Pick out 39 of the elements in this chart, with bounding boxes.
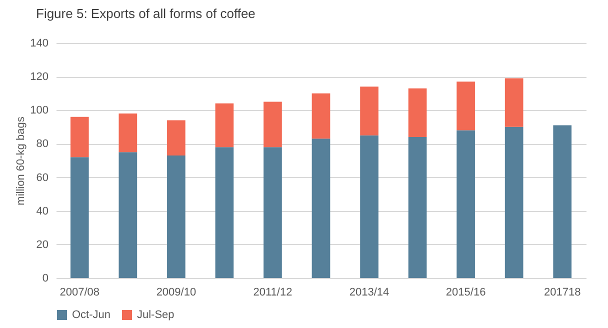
bar [408,88,427,137]
bar [312,138,330,278]
bar [264,147,282,278]
x-tick-label: 2007/08 [60,286,100,298]
bar [215,147,234,278]
bar [264,102,282,148]
x-tick-label: 2013/14 [349,286,390,298]
x-tick-label: 201718 [544,286,581,298]
bar [118,114,138,152]
y-axis-title: million 60-kg bags [15,116,28,206]
bar [456,130,475,278]
y-tick-label: 80 [36,138,48,150]
legend-label: Jul-Sep [137,309,174,321]
y-tick-label: 120 [30,71,48,84]
y-tick-label: 100 [30,104,48,117]
y-tick-label: 20 [36,238,48,251]
legend-label: Oct-Jun [72,309,111,321]
bar [167,155,186,278]
x-tick-label: 2009/10 [156,286,196,298]
y-tick-label: 140 [30,38,48,50]
x-tick-label: 2015/16 [446,286,486,298]
bar [456,82,475,130]
y-tick-label: 0 [42,272,48,284]
y-tick-label: 40 [36,205,48,218]
bar [408,137,427,278]
bar [504,78,524,127]
bar [118,152,138,278]
bar [312,93,330,139]
bar [70,116,89,158]
x-tick-label: 2011/12 [253,286,292,298]
chart-title: Figure 5: Exports of all forms of coffee [36,6,256,21]
bar [215,103,234,148]
bar [360,135,378,278]
y-tick-label: 60 [36,172,48,184]
bar [360,86,378,136]
bar [504,126,524,278]
bar [167,120,186,156]
bar [70,157,89,278]
bar [553,125,572,278]
